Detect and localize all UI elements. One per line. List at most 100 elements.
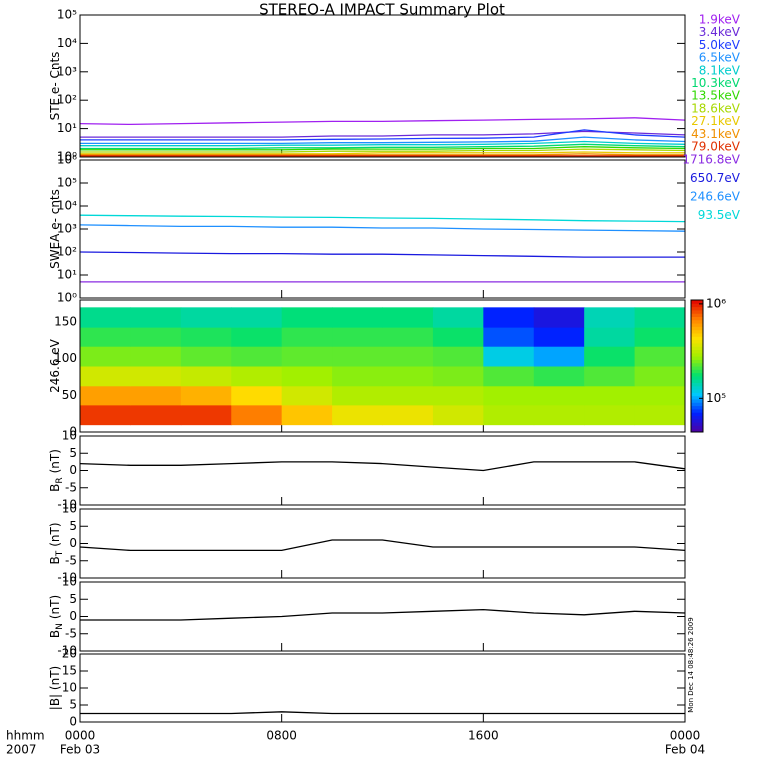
y-tick-label: 5 xyxy=(69,446,77,460)
heatmap-cell xyxy=(483,385,535,406)
colorbar-step xyxy=(691,349,703,354)
colorbar-step xyxy=(691,402,703,407)
heatmap-cell xyxy=(483,307,535,328)
x-tick-label: 0000 xyxy=(670,729,701,743)
series-line xyxy=(79,251,685,258)
y-axis-label: BT (nT) xyxy=(48,522,65,564)
y-tick-label: 10⁰ xyxy=(57,150,77,164)
colorbar-step xyxy=(691,425,703,430)
colorbar-step xyxy=(691,422,703,426)
y-tick-label: 0 xyxy=(69,425,77,439)
legend-entry: 246.6eV xyxy=(690,190,741,204)
colorbar-step xyxy=(691,399,703,403)
colorbar-step xyxy=(691,428,703,433)
heatmap-cell xyxy=(231,327,283,347)
series-line xyxy=(80,136,686,145)
heatmap-cell xyxy=(231,385,283,406)
y-tick-label: 10⁵ xyxy=(57,8,77,22)
series-line xyxy=(80,146,686,151)
y-tick-label: 0 xyxy=(69,715,77,729)
heatmap-cell xyxy=(332,327,383,347)
heatmap-cell xyxy=(130,346,182,367)
legend-entry: 8.1keV xyxy=(699,63,741,77)
y-tick-label: -5 xyxy=(65,480,77,494)
y-label-sub: R xyxy=(55,477,65,483)
series-line xyxy=(80,153,685,156)
colorbar-step xyxy=(691,389,703,393)
series-line xyxy=(80,148,686,153)
colorbar-step xyxy=(691,346,703,350)
panel-frame xyxy=(79,435,686,506)
heatmap-cell xyxy=(231,366,283,387)
y-tick-label: -10 xyxy=(57,644,77,658)
y-label-text: STE e- Cnts xyxy=(48,52,62,121)
colorbar-step xyxy=(691,309,703,314)
legend-entry: 13.5keV xyxy=(691,89,741,103)
y-tick-label: 10² xyxy=(57,93,77,107)
y-tick-label: 5 xyxy=(69,519,77,533)
y-axis-label: BR (nT) xyxy=(48,449,65,492)
heatmap-cell xyxy=(80,327,131,347)
legend-entry: 43.1keV xyxy=(691,127,741,141)
heatmap-cell xyxy=(533,327,585,347)
heatmap-cell xyxy=(382,404,434,426)
y-tick-label: 10³ xyxy=(57,222,77,236)
heatmap-cell xyxy=(634,307,686,328)
colorbar-step xyxy=(691,313,703,317)
x-tick-label: 0800 xyxy=(266,729,297,743)
heatmap-cell xyxy=(80,346,131,367)
colorbar-step xyxy=(691,342,703,347)
y-tick-label: 10⁶ xyxy=(57,153,77,167)
heatmap-cell xyxy=(432,366,484,387)
heatmap-cell xyxy=(533,366,585,387)
heatmap-cell xyxy=(634,385,686,406)
panel-frame xyxy=(79,14,686,158)
y-axis-label: |B| (nT) xyxy=(48,666,62,710)
y-axis-label: SWEA e- cnts xyxy=(48,189,62,269)
panel-frame xyxy=(79,581,686,652)
date-label: Feb 04 xyxy=(665,743,705,757)
y-tick-label: 50 xyxy=(62,388,77,402)
colorbar-step xyxy=(691,359,703,364)
colorbar-step xyxy=(691,333,703,337)
legend-entry: 10.3keV xyxy=(691,76,741,90)
series-line xyxy=(79,224,686,232)
y-label-text: B xyxy=(48,484,62,492)
heatmap-cell xyxy=(432,307,484,328)
heatmap-cell xyxy=(80,307,131,328)
heatmap-cell xyxy=(382,366,434,387)
y-tick-label: -10 xyxy=(57,498,77,512)
legend-entry: 3.4keV xyxy=(699,25,741,39)
heatmap-cell xyxy=(584,346,636,367)
series-line xyxy=(80,140,686,147)
heatmap-cell xyxy=(231,307,283,328)
colorbar-step xyxy=(691,382,703,387)
y-tick-label: 5 xyxy=(69,592,77,606)
heatmap-cell xyxy=(634,366,686,387)
heatmap-cell xyxy=(533,307,585,328)
heatmap-cell xyxy=(180,385,232,406)
colorbar-step xyxy=(691,366,703,370)
y-label-unit: (nT) xyxy=(48,522,62,546)
heatmap-cell xyxy=(130,327,182,347)
heatmap-cell xyxy=(332,346,383,367)
heatmap-cell xyxy=(130,404,182,426)
y-tick-label: 10 xyxy=(62,575,77,589)
heatmap-cell xyxy=(584,385,636,406)
y-tick-label: 10⁴ xyxy=(57,199,77,213)
colorbar-step xyxy=(691,306,703,311)
heatmap-cell xyxy=(634,327,686,347)
y-tick-label: 0 xyxy=(69,536,77,550)
series-line xyxy=(80,711,685,715)
series-line xyxy=(80,151,685,155)
colorbar-step xyxy=(691,412,703,416)
colorbar-step xyxy=(691,369,703,374)
colorbar-step xyxy=(691,323,703,327)
y-tick-label: 10² xyxy=(57,245,77,259)
heatmap-cell xyxy=(382,385,434,406)
y-tick-label: 20 xyxy=(62,647,77,661)
colorbar-step xyxy=(691,379,703,383)
heatmap-cell xyxy=(332,404,383,426)
heatmap-cell xyxy=(332,366,383,387)
